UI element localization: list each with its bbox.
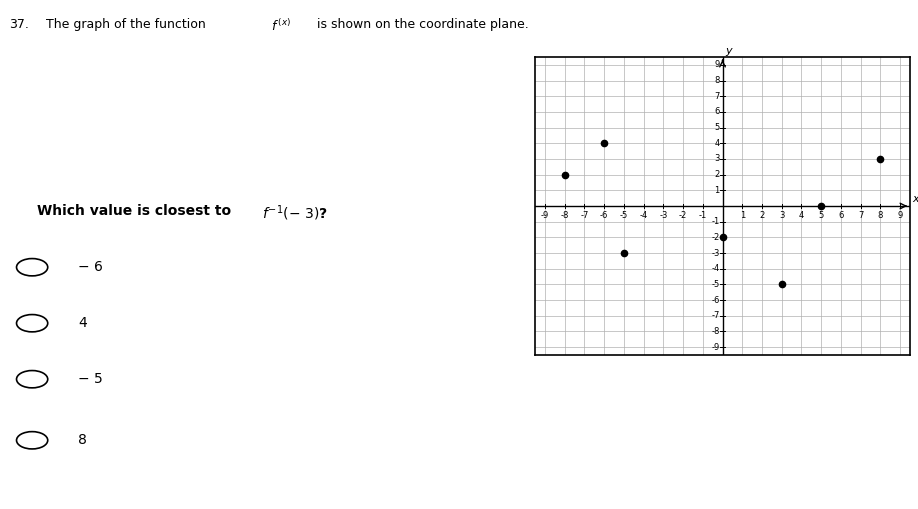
Text: -3: -3 [711,248,720,258]
Text: 2: 2 [759,211,765,220]
Text: 7: 7 [858,211,863,220]
Text: 1: 1 [740,211,744,220]
Text: -6: -6 [711,296,720,304]
Text: 6: 6 [714,107,720,117]
Text: is shown on the coordinate plane.: is shown on the coordinate plane. [317,18,529,31]
Text: -8: -8 [711,327,720,336]
Text: -4: -4 [640,211,648,220]
Text: − 6: − 6 [78,260,103,274]
Text: $f^{\,(x)}$: $f^{\,(x)}$ [271,18,291,34]
Text: The graph of the function: The graph of the function [46,18,206,31]
Text: 3: 3 [779,211,784,220]
Text: 8: 8 [714,76,720,85]
Text: -5: -5 [711,280,720,289]
Text: 7: 7 [714,92,720,101]
Text: 4: 4 [799,211,804,220]
Text: -5: -5 [620,211,628,220]
Text: Which value is closest to: Which value is closest to [37,204,230,218]
Text: -2: -2 [711,233,720,242]
Text: -3: -3 [659,211,667,220]
Text: 5: 5 [714,123,720,132]
Text: -4: -4 [711,264,720,273]
Text: -9: -9 [711,343,720,352]
Text: 4: 4 [78,316,87,330]
Text: x: x [912,193,918,204]
Text: -1: -1 [699,211,707,220]
Text: -6: -6 [599,211,609,220]
Text: 8: 8 [878,211,883,220]
Text: 5: 5 [819,211,823,220]
Text: 9: 9 [714,61,720,69]
Text: 3: 3 [714,154,720,163]
Text: -1: -1 [711,217,720,226]
Text: 1: 1 [714,186,720,195]
Text: 2: 2 [714,170,720,179]
Text: 4: 4 [714,139,720,148]
Text: 8: 8 [78,433,87,447]
Text: y: y [725,46,732,56]
Text: -2: -2 [679,211,688,220]
Text: 9: 9 [898,211,902,220]
Text: -9: -9 [541,211,549,220]
Text: -7: -7 [580,211,588,220]
Text: -8: -8 [560,211,569,220]
Text: $f^{-1}(-\ 3)$?: $f^{-1}(-\ 3)$? [262,204,328,223]
Text: -7: -7 [711,312,720,320]
Text: − 5: − 5 [78,372,103,386]
Text: 37.: 37. [9,18,29,31]
Text: 6: 6 [838,211,844,220]
